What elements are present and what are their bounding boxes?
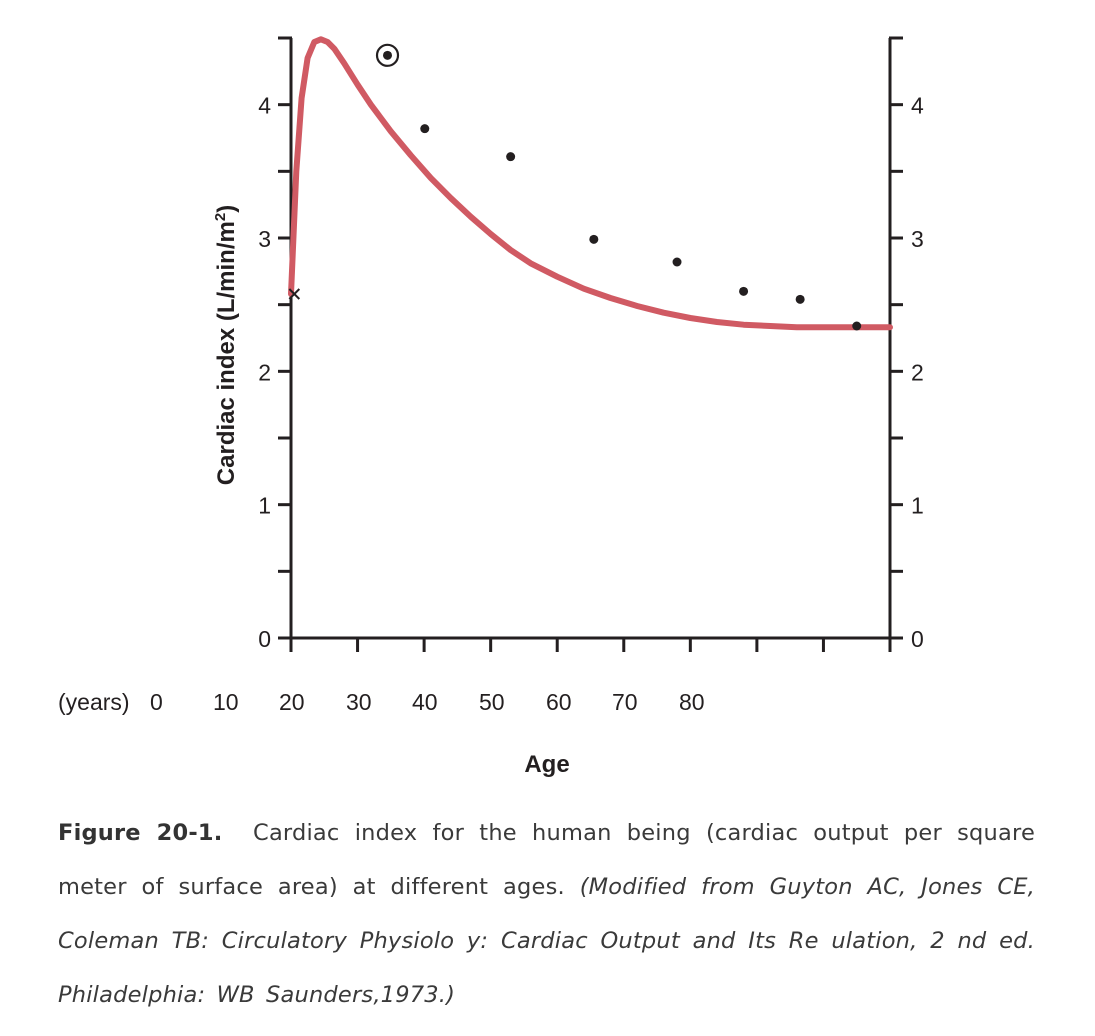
- y-tick-label-left: 4: [258, 93, 271, 119]
- data-point: [795, 294, 805, 304]
- chart-ticks: 0 0 1 1 2 2 3 3 4 4: [258, 93, 924, 652]
- y-tick-label-left: 1: [258, 493, 271, 519]
- y-tick-label-right: 0: [911, 626, 924, 652]
- x-tick-labels-row: (years) 0 10 20 30 40 50 60 70 80: [0, 689, 1095, 719]
- x-tick-label: 0: [150, 689, 163, 715]
- figure-label: Figure 20-1.: [58, 820, 223, 846]
- caption-text: Cardiac index for the human being (cardi…: [58, 820, 1035, 900]
- y-tick-label-left: 0: [258, 626, 271, 652]
- data-point: [420, 124, 430, 134]
- caption-source: (Modified from Guyton AC, Jones CE, Cole…: [58, 874, 1035, 1008]
- y-tick-label-left: 2: [258, 359, 271, 385]
- x-tick-label: 60: [546, 689, 572, 715]
- x-tick-label: 50: [479, 689, 505, 715]
- data-point: [739, 286, 749, 296]
- data-point: [672, 257, 682, 267]
- y-tick-label-right: 3: [911, 226, 924, 252]
- x-tick-label: 80: [679, 689, 705, 715]
- y-axis-title: Cardiac index (L/min/m2): [212, 205, 240, 485]
- x-tick-label: 10: [213, 689, 239, 715]
- data-point-circled: [375, 43, 400, 67]
- x-axis-title: Age: [524, 751, 569, 778]
- x-unit-label: (years): [58, 689, 130, 715]
- data-point: [852, 321, 862, 331]
- data-point-x: [288, 288, 301, 300]
- data-point-center: [383, 50, 393, 60]
- cardiac-index-curve: [288, 36, 893, 331]
- data-point-x-stroke: [288, 288, 301, 300]
- points-layer: [288, 43, 862, 331]
- x-tick-label: 70: [612, 689, 638, 715]
- chart-axes: [278, 36, 903, 640]
- y-tick-label-right: 1: [911, 493, 924, 519]
- figure-caption: Figure 20-1. Cardiac index for the human…: [58, 806, 1035, 1022]
- data-point: [589, 234, 599, 244]
- x-tick-label: 40: [412, 689, 438, 715]
- y-tick-label-left: 3: [258, 226, 271, 252]
- y-tick-label-right: 4: [911, 93, 924, 119]
- curve-layer: [288, 36, 893, 331]
- x-tick-label: 30: [346, 689, 372, 715]
- data-point: [506, 152, 516, 162]
- x-tick-label: 20: [279, 689, 305, 715]
- y-tick-label-right: 2: [911, 359, 924, 385]
